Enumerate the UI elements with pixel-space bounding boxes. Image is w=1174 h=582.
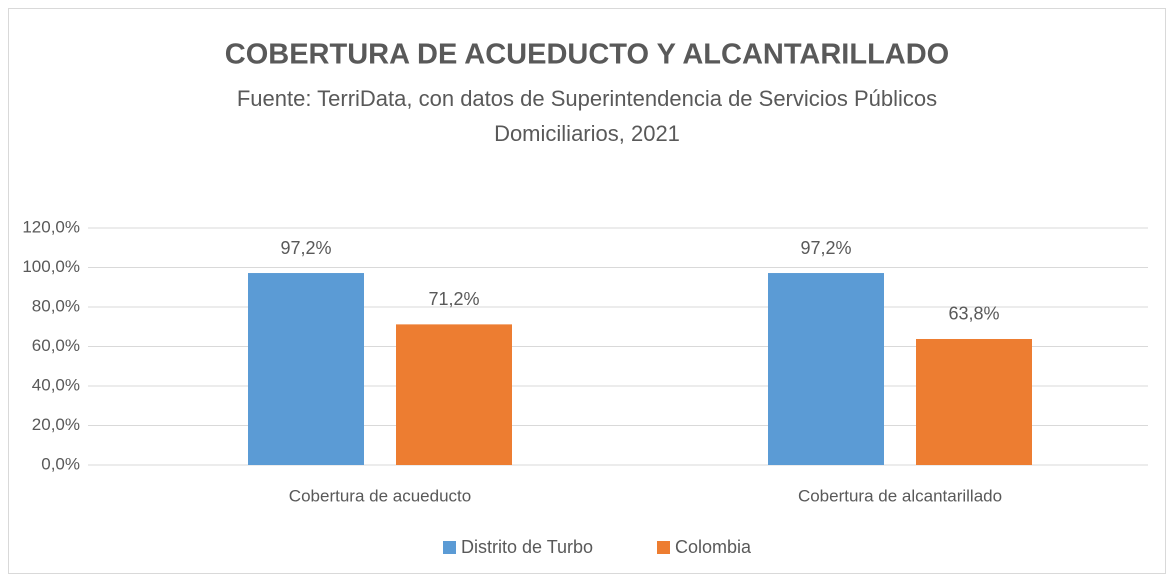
y-tick-label: 120,0% <box>22 217 80 236</box>
y-tick-label: 20,0% <box>32 415 80 434</box>
legend-swatch <box>443 541 456 554</box>
bar <box>916 338 1032 465</box>
data-label: 97,2% <box>800 238 851 258</box>
chart-title: COBERTURA DE ACUEDUCTO Y ALCANTARILLADO <box>225 39 949 71</box>
legend-swatch <box>657 541 670 554</box>
y-tick-label: 0,0% <box>41 454 80 473</box>
y-tick-label: 100,0% <box>22 257 80 276</box>
bar <box>396 324 512 465</box>
bar <box>248 273 364 465</box>
chart-subtitle: Fuente: TerriData, con datos de Superint… <box>237 86 937 111</box>
y-tick-label: 40,0% <box>32 375 80 394</box>
legend-label: Colombia <box>675 537 752 557</box>
y-tick-label: 60,0% <box>32 336 80 355</box>
bar <box>768 273 884 465</box>
chart-border <box>8 8 1166 574</box>
data-label: 71,2% <box>428 289 479 309</box>
legend-label: Distrito de Turbo <box>461 537 593 557</box>
data-label: 97,2% <box>280 238 331 258</box>
x-tick-label: Cobertura de acueducto <box>289 486 471 505</box>
data-label: 63,8% <box>948 304 999 324</box>
y-tick-label: 80,0% <box>32 296 80 315</box>
x-tick-label: Cobertura de alcantarillado <box>798 486 1002 505</box>
chart-subtitle: Domiciliarios, 2021 <box>494 121 680 146</box>
